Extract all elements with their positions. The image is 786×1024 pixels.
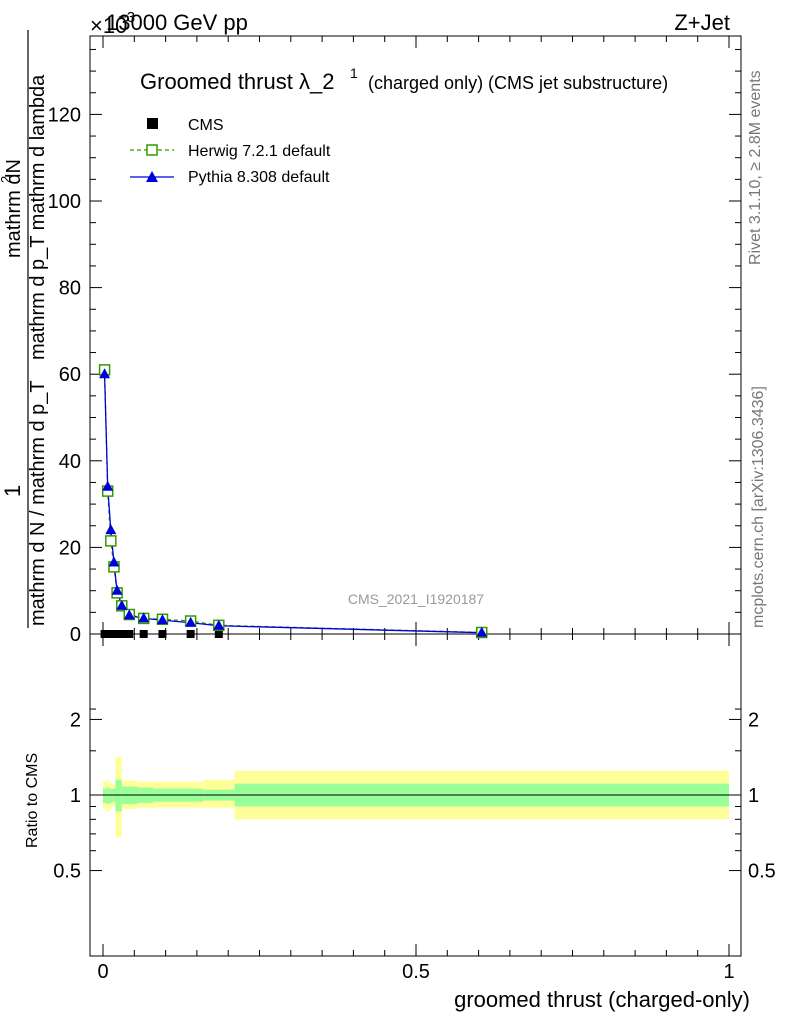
main-ylabel-prefix-den: mathrm d N / mathrm d p_T: [27, 380, 49, 626]
main-ytick-label: 80: [59, 278, 81, 300]
legend-pythia-label: Pythia 8.308 default: [188, 169, 330, 186]
ratio-band-inner: [109, 788, 113, 803]
process-label: Z+Jet: [674, 10, 730, 35]
main-ytick-label: 60: [59, 364, 81, 386]
pythia-point: [476, 626, 488, 637]
legend-herwig-marker: [146, 144, 158, 156]
pythia-point: [111, 584, 123, 595]
main-ylabel-one: 1: [0, 485, 25, 497]
x-tick-label: 0.5: [402, 961, 430, 983]
cms-point: [113, 630, 122, 638]
legend-herwig-label: Herwig 7.2.1 default: [188, 143, 331, 160]
axis-ticks: 0 20 40 60 80 100 120 0 0.5 1 0.5 0.5 1 1 2 2: [48, 36, 776, 983]
pythia-point: [99, 368, 111, 379]
ratio-band-inner: [115, 779, 122, 812]
x-tick-label: 1: [723, 961, 734, 983]
ratio-band-inner: [106, 787, 110, 805]
pythia-point: [123, 609, 135, 620]
main-ylabel: 1 mathrm d N / mathrm d p_T mathrm dN 2 …: [0, 30, 49, 628]
plot-title: Groomed thrust λ_2: [140, 69, 334, 94]
pythia-point: [116, 599, 128, 610]
main-ytick-label: 0: [70, 624, 81, 646]
ratio-ytick-label: 1: [70, 785, 81, 807]
pythia-point: [105, 524, 117, 535]
main-ylabel-denominator: mathrm d p_T mathrm d lambda: [27, 74, 49, 360]
legend-pythia-marker: [146, 171, 158, 182]
cms-point: [158, 630, 167, 638]
analysis-watermark: CMS_2021_I1920187: [348, 591, 484, 607]
main-ytick-label: 20: [59, 537, 81, 559]
legend-cms-marker: [147, 118, 158, 129]
main-ytick-label: 40: [59, 451, 81, 473]
main-ylabel-num-power: 2: [0, 176, 13, 183]
pythia-point: [156, 614, 168, 625]
x-tick-label: 0: [97, 961, 108, 983]
legend-cms-label: CMS: [188, 117, 224, 134]
beam-label: 13000 GeV pp: [106, 10, 248, 35]
plot-title-lambda: λ_2: [299, 69, 334, 94]
series-markers: [98, 364, 488, 639]
main-ylabel-numerator: mathrm dN: [3, 159, 25, 258]
ratio-bands: [103, 756, 729, 838]
pythia-point: [102, 480, 114, 491]
ratio-ytick-label-right: 1: [748, 785, 759, 807]
plot-title-superscript: 1: [350, 65, 358, 81]
exponent-prefix: ×10: [90, 13, 127, 38]
ratio-ytick-label: 2: [70, 709, 81, 731]
ratio-ylabel: Ratio to CMS: [24, 753, 41, 848]
ratio-ytick-label: 0.5: [53, 861, 81, 883]
rivet-label: Rivet 3.1.10, ≥ 2.8M events: [747, 70, 764, 265]
cms-point: [214, 630, 223, 638]
pythia-point: [138, 612, 150, 623]
herwig-point: [105, 535, 117, 547]
main-ytick-label: 120: [48, 104, 81, 126]
cms-point: [186, 630, 195, 638]
main-ytick-label: 100: [48, 191, 81, 213]
pythia-point: [108, 556, 120, 567]
x-axis-label: groomed thrust (charged-only): [454, 987, 750, 1012]
exponent-power: −3: [118, 9, 135, 26]
ratio-ytick-label-right: 0.5: [748, 861, 776, 883]
ratio-ytick-label-right: 2: [748, 709, 759, 731]
cms-point: [125, 630, 134, 638]
plot-title-suffix: (charged only) (CMS jet substructure): [368, 73, 668, 93]
cms-point: [117, 630, 126, 638]
pythia-point: [213, 619, 225, 630]
cms-point: [139, 630, 148, 638]
mcplots-label: mcplots.cern.ch [arXiv:1306.3436]: [750, 386, 767, 628]
pythia-point: [185, 616, 197, 627]
plot-title-main: Groomed thrust: [140, 69, 293, 94]
ratio-band-inner: [103, 788, 107, 803]
